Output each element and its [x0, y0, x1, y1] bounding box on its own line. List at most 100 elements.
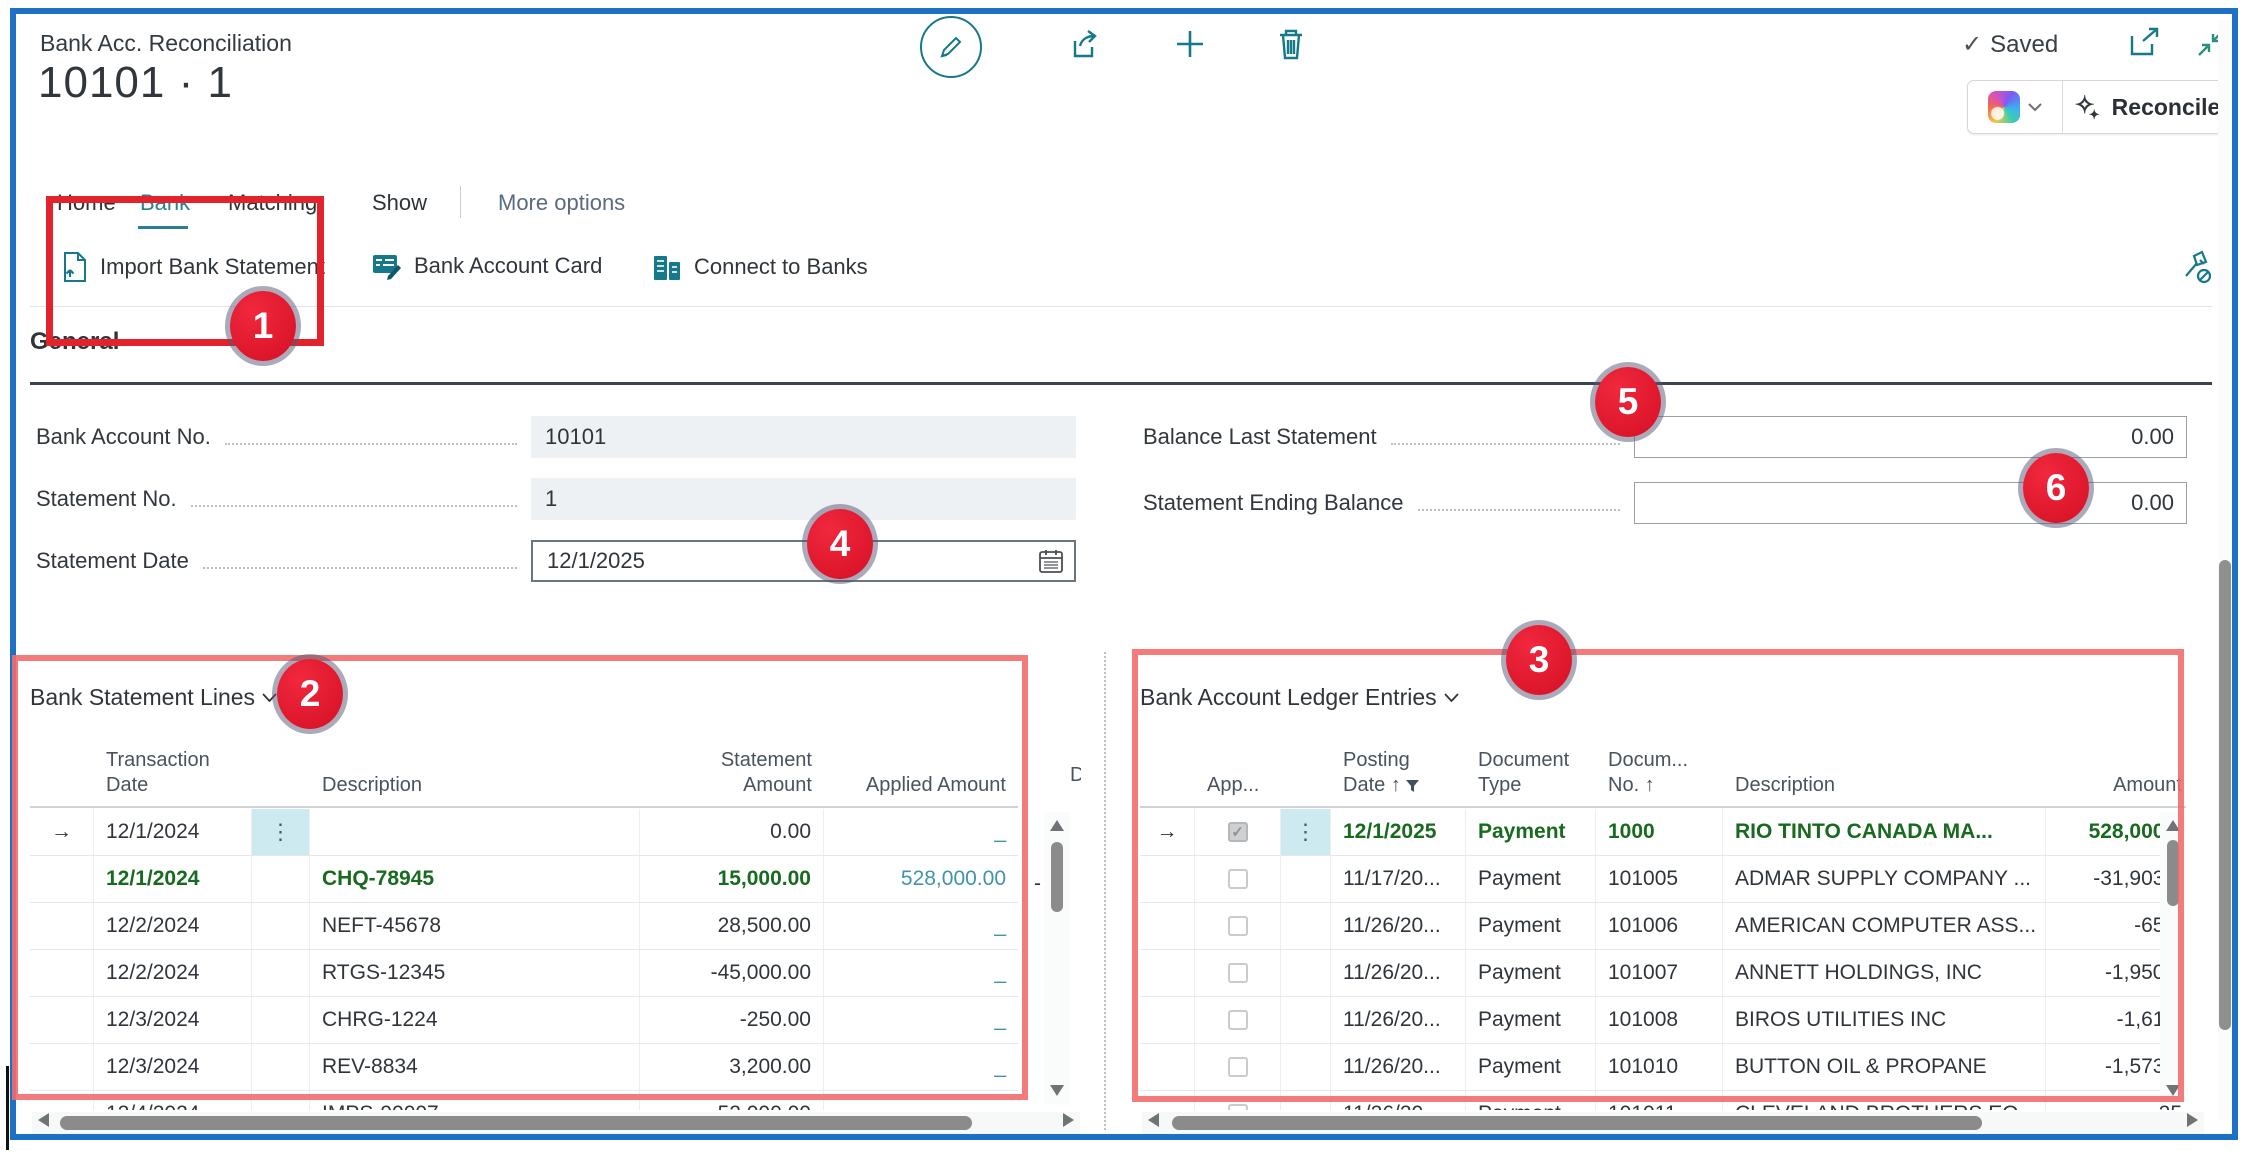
tab-matching[interactable]: Matching: [228, 190, 318, 215]
statement-line-row[interactable]: 12/2/2024 NEFT-45678 28,500.00 _: [30, 903, 1018, 950]
popout-icon: [2126, 24, 2164, 62]
trash-icon: [1274, 26, 1308, 62]
statement-line-row[interactable]: 12/1/2024 CHQ-78945 15,000.00 528,000.00: [30, 856, 1018, 903]
statement-no-row: Statement No. 1: [36, 478, 1076, 520]
bank-statement-lines-table: → 12/1/2024 ⋮ 0.00 _ 12/1/2024 CHQ-78945…: [30, 809, 1018, 1110]
col-description[interactable]: Description: [1735, 774, 1836, 796]
statement-ending-balance-value: 0.00: [2131, 490, 2174, 515]
applied-checkbox[interactable]: [1227, 869, 1248, 889]
col-description[interactable]: Description: [322, 774, 423, 796]
applied-checkbox[interactable]: [1227, 1057, 1248, 1077]
right-table-vertical-scrollbar[interactable]: [2160, 812, 2186, 1104]
bank-account-ledger-entries-table: → ✓ ⋮ 12/1/2025 Payment 1000 RIO TINTO C…: [1140, 809, 2186, 1110]
new-button[interactable]: [1172, 26, 1208, 62]
stray-cursor-mark: [6, 1066, 9, 1150]
scroll-down-arrow[interactable]: [2166, 1085, 2180, 1096]
import-file-icon: [62, 252, 88, 282]
page-scrollbar-thumb[interactable]: [2219, 560, 2231, 1030]
reconcile-button[interactable]: ✧✦ Reconcile: [2063, 81, 2232, 133]
col-amount[interactable]: Amount: [2113, 774, 2182, 796]
applied-checkbox[interactable]: [1227, 963, 1248, 983]
active-tab-underline: [138, 226, 188, 229]
bank-account-no-field[interactable]: 10101: [531, 416, 1076, 458]
scrollbar-thumb[interactable]: [60, 1116, 972, 1130]
bank-statement-lines-label: Bank Statement Lines: [30, 684, 256, 710]
applied-checkbox[interactable]: [1227, 916, 1248, 936]
page-scrollbar[interactable]: [2218, 20, 2232, 1120]
unpin-actionbar-button[interactable]: [2178, 250, 2214, 286]
balance-last-statement-value: 0.00: [2131, 424, 2174, 449]
ellipsis-icon: ⋮: [1294, 819, 1317, 844]
statement-line-row[interactable]: 12/3/2024 REV-8834 3,200.00 _: [30, 1044, 1018, 1091]
statement-no-field[interactable]: 1: [531, 478, 1076, 520]
statement-line-row[interactable]: 12/2/2024 RTGS-12345 -45,000.00 _: [30, 950, 1018, 997]
ledger-entry-row[interactable]: 11/17/20... Payment 101005 ADMAR SUPPLY …: [1140, 856, 2186, 903]
copilot-menu-button[interactable]: [1968, 81, 2063, 133]
share-button[interactable]: [1066, 26, 1104, 64]
scrollbar-thumb[interactable]: [2167, 840, 2179, 906]
open-in-new-window-button[interactable]: [2126, 24, 2164, 62]
statement-date-field[interactable]: 12/1/2025: [531, 540, 1076, 582]
scroll-right-arrow[interactable]: [2187, 1113, 2198, 1127]
statement-line-row[interactable]: 12/3/2024 CHRG-1224 -250.00 _: [30, 997, 1018, 1044]
actionbar-divider: [30, 306, 2212, 307]
tab-bank[interactable]: Bank: [140, 190, 191, 215]
scrollbar-thumb[interactable]: [1172, 1116, 1982, 1130]
statement-ending-balance-label: Statement Ending Balance: [1143, 490, 1404, 515]
import-bank-statement-button[interactable]: Import Bank Statement: [62, 252, 325, 282]
reconcile-button-label: Reconcile: [2111, 93, 2221, 120]
balance-last-statement-field[interactable]: 0.00: [1634, 416, 2187, 458]
scroll-left-arrow[interactable]: [1148, 1113, 1159, 1127]
copilot-icon: [1988, 91, 2020, 123]
left-table-horizontal-scrollbar[interactable]: [32, 1112, 1080, 1134]
scroll-up-arrow[interactable]: [1050, 820, 1064, 831]
edit-button[interactable]: [920, 16, 982, 78]
connect-to-banks-button[interactable]: Connect to Banks: [652, 252, 868, 282]
ledger-entry-row[interactable]: 11/26/20... Payment 101006 AMERICAN COMP…: [1140, 903, 2186, 950]
applied-checkbox[interactable]: [1227, 1104, 1248, 1110]
unpin-icon: [2178, 250, 2214, 286]
col-document-type[interactable]: Document Type: [1478, 749, 1570, 796]
ledger-entry-row[interactable]: 11/26/20... Payment 101008 BIROS UTILITI…: [1140, 997, 2186, 1044]
ledger-entry-row[interactable]: → ✓ ⋮ 12/1/2025 Payment 1000 RIO TINTO C…: [1140, 809, 2186, 856]
left-table-vertical-scrollbar[interactable]: [1044, 812, 1070, 1104]
bank-account-ledger-entries-title[interactable]: Bank Account Ledger Entries: [1140, 684, 1459, 711]
scroll-left-arrow[interactable]: [38, 1113, 49, 1127]
bank-account-card-button[interactable]: Bank Account Card: [372, 252, 602, 280]
bank-account-no-label: Bank Account No.: [36, 424, 211, 449]
col-document-no[interactable]: Docum... No. ↑: [1608, 749, 1689, 796]
scroll-right-arrow[interactable]: [1063, 1113, 1074, 1127]
right-table-horizontal-scrollbar[interactable]: [1142, 1112, 2204, 1134]
row-options-button[interactable]: ⋮: [252, 809, 310, 855]
tab-show[interactable]: Show: [372, 190, 428, 215]
bank-statement-lines-title[interactable]: Bank Statement Lines: [30, 684, 277, 711]
ledger-entry-row[interactable]: 11/26/20... Payment 101010 BUTTON OIL & …: [1140, 1044, 2186, 1091]
delete-button[interactable]: [1274, 26, 1308, 62]
statement-line-row[interactable]: 12/4/2024 IMPS-90007 52,000.00: [30, 1091, 1018, 1110]
scroll-up-arrow[interactable]: [2166, 820, 2180, 831]
statement-ending-balance-field[interactable]: 0.00: [1634, 482, 2187, 524]
col-applied[interactable]: App...: [1207, 774, 1260, 796]
pencil-icon: [936, 32, 966, 62]
sort-ascending-icon: ↑: [1644, 774, 1655, 796]
scroll-down-arrow[interactable]: [1050, 1085, 1064, 1096]
save-status-label: Saved: [1990, 30, 2059, 58]
more-options-button[interactable]: More options: [498, 190, 626, 215]
applied-checkbox-checked[interactable]: ✓: [1227, 822, 1248, 842]
col-applied-amount[interactable]: Applied Amount: [865, 774, 1006, 796]
col-transaction-date[interactable]: Transaction Date: [106, 749, 210, 796]
pane-splitter[interactable]: [1104, 652, 1106, 1130]
row-options-button[interactable]: ⋮: [1281, 809, 1331, 855]
bank-account-no-row: Bank Account No. 10101: [36, 416, 1076, 458]
applied-checkbox[interactable]: [1227, 1010, 1248, 1030]
col-posting-date[interactable]: Posting Date ↑: [1331, 748, 1466, 806]
statement-line-row[interactable]: → 12/1/2024 ⋮ 0.00 _: [30, 809, 1018, 856]
action-label: Import Bank Statement: [100, 254, 325, 279]
col-statement-amount[interactable]: Statement Amount: [720, 749, 812, 796]
ledger-entry-row[interactable]: 11/26/20 Payment 101011 CLEVELAND BROTHE…: [1140, 1091, 2186, 1110]
tab-home[interactable]: Home: [57, 190, 116, 215]
calendar-icon[interactable]: [1038, 548, 1074, 574]
general-section-heading[interactable]: General: [30, 328, 120, 355]
ledger-entry-row[interactable]: 11/26/20... Payment 101007 ANNETT HOLDIN…: [1140, 950, 2186, 997]
scrollbar-thumb[interactable]: [1051, 842, 1063, 912]
